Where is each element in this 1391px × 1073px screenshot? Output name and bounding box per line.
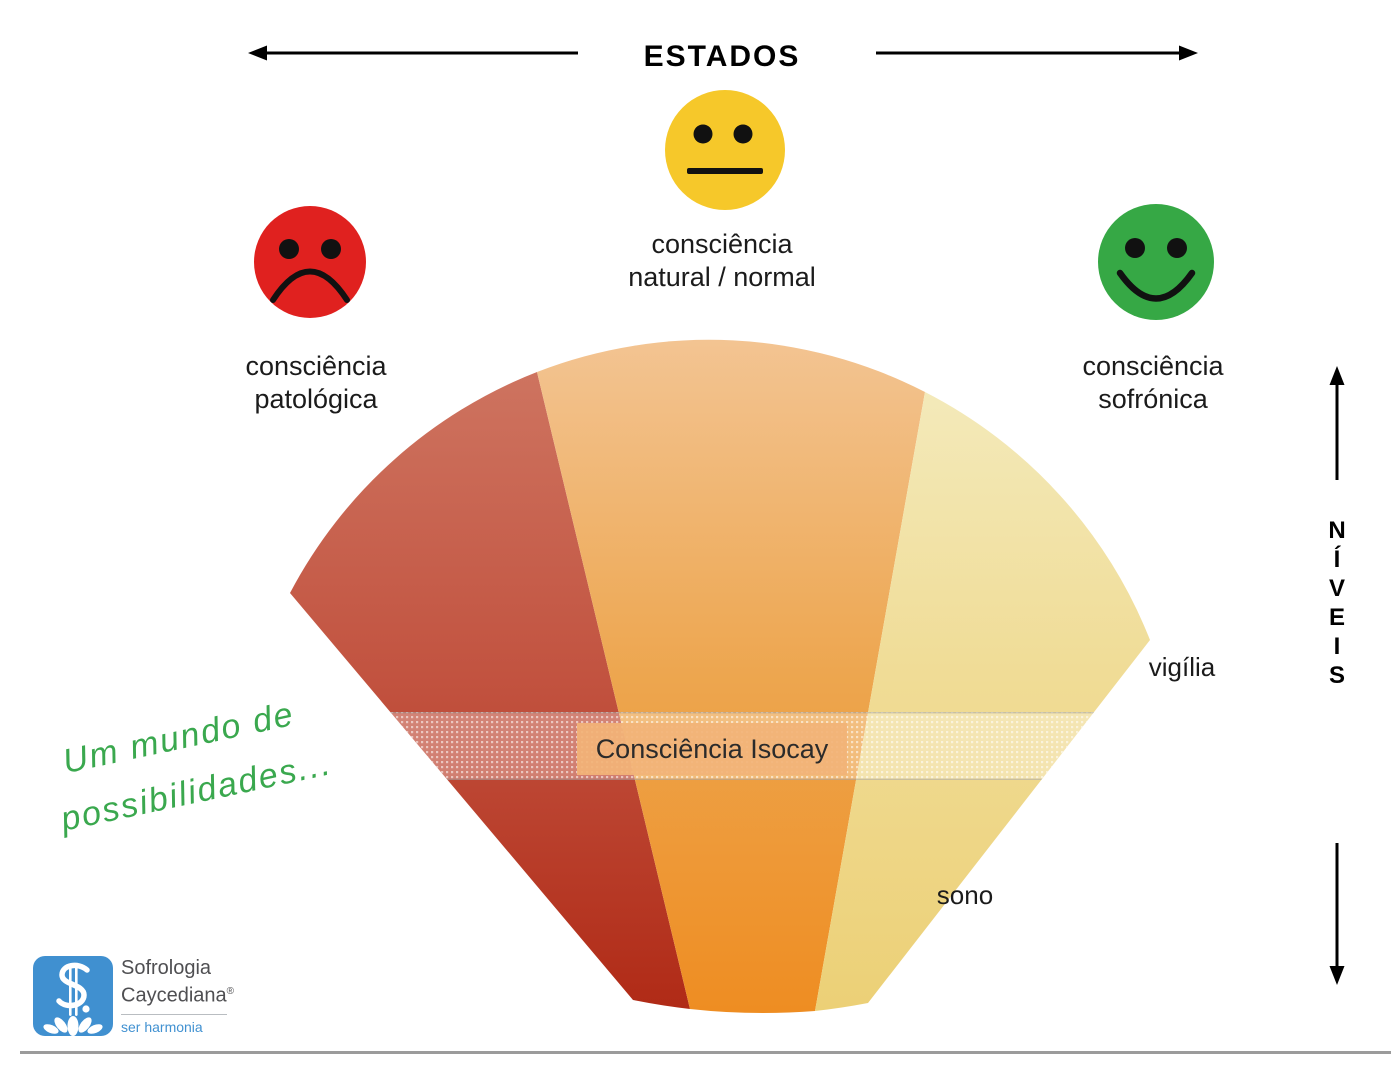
isocay-label: Consciência Isocay: [596, 734, 829, 764]
natural-label-line2: natural / normal: [628, 262, 816, 292]
sofrologia-logo-tile: [33, 956, 113, 1036]
registered-mark: ®: [226, 986, 234, 997]
sophronic-consciousness-label: consciência sofrónica: [1003, 350, 1303, 416]
bottom-divider-line: [20, 1051, 1391, 1054]
niveis-arrow-up-icon: [1329, 366, 1345, 480]
logo-tagline: ser harmonia: [121, 1018, 203, 1035]
page-title: ESTADOS: [643, 40, 801, 73]
niveis-arrow-down-icon: [1329, 843, 1345, 985]
sad-face-icon: [254, 206, 366, 318]
fan-segment-pathological: [290, 372, 690, 1009]
niveis-letter: N: [1328, 517, 1346, 544]
logo-brand-line1: Sofrologia: [121, 957, 212, 979]
logo-brand-line2: Caycediana®: [121, 984, 234, 1007]
pathological-consciousness-label: consciência patológica: [166, 350, 466, 416]
logo-divider: [121, 1013, 227, 1015]
isocay-label-box: [577, 723, 847, 775]
niveis-letter: E: [1328, 604, 1345, 631]
estados-arrow-left-icon: [248, 45, 578, 61]
natural-label-line1: consciência: [651, 229, 793, 259]
sophronic-label-line1: consciência: [1082, 351, 1224, 381]
neutral-face-icon: [665, 90, 785, 210]
niveis-letter: V: [1328, 575, 1345, 602]
niveis-letter: I: [1333, 633, 1341, 660]
niveis-letter: S: [1328, 662, 1345, 689]
fan-segment-sophronic: [815, 392, 1150, 1011]
sofrologia-logo-text: Sofrologia Caycediana® ser harmonia: [121, 957, 261, 1035]
natural-consciousness-label: consciência natural / normal: [572, 228, 872, 294]
caduceus-icon: [43, 962, 103, 1036]
level-label-sono: sono: [936, 880, 994, 910]
sophronic-label-line2: sofrónica: [1098, 384, 1208, 414]
level-label-vigilia: vigília: [1148, 652, 1216, 682]
niveis-axis-label: N Í V E I S: [1317, 516, 1357, 690]
happy-face-icon: [1098, 204, 1214, 320]
niveis-letter: Í: [1333, 546, 1341, 573]
estados-arrow-right-icon: [876, 45, 1198, 61]
pathological-label-line2: patológica: [254, 384, 378, 414]
fan-segment-natural: [537, 339, 925, 1014]
pathological-label-line1: consciência: [245, 351, 387, 381]
